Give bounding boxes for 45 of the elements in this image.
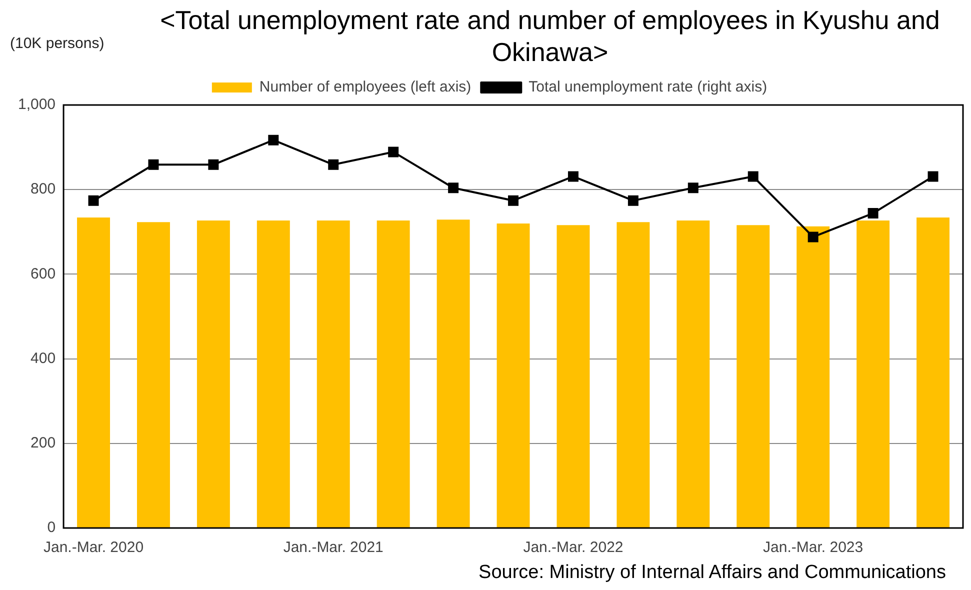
bar	[436, 220, 470, 528]
point	[508, 195, 519, 206]
bar	[77, 218, 110, 528]
y-tick-label: 0	[47, 519, 56, 536]
source-note: Source: Ministry of Internal Affairs and Communications	[478, 562, 946, 584]
point	[268, 134, 279, 146]
y-tick-label: 400	[30, 350, 56, 367]
bar	[856, 220, 890, 528]
point	[928, 171, 938, 182]
chart-title: <Total unemployment rate and number of employees in Kyushu and Okinawa>	[159, 4, 941, 68]
bar	[196, 220, 230, 528]
point	[568, 171, 578, 182]
bar	[316, 220, 350, 528]
bar	[136, 222, 170, 528]
point	[148, 159, 159, 170]
point	[88, 195, 99, 206]
bar	[916, 218, 950, 528]
y-tick-label: 600	[30, 265, 56, 282]
legend-label: Number of employees (left axis)	[259, 78, 472, 96]
legend-label: Total unemployment rate (right axis)	[528, 78, 768, 96]
y-tick-label: 800	[30, 180, 56, 198]
point	[328, 159, 339, 170]
y-tick-label: 1,000	[18, 96, 56, 114]
y-axis-title: (10K persons)	[10, 35, 104, 52]
bar	[616, 222, 650, 528]
bar	[376, 220, 410, 528]
point	[448, 182, 459, 194]
bar	[256, 220, 290, 528]
bar	[736, 225, 770, 528]
bar	[496, 223, 530, 528]
bar	[676, 220, 710, 528]
point	[208, 159, 219, 170]
point	[868, 208, 878, 219]
y-tick-label: 200	[30, 434, 56, 452]
point	[688, 182, 698, 194]
point	[628, 195, 638, 206]
point	[388, 146, 399, 158]
x-tick-label: Jan.-Mar. 2022	[523, 539, 624, 556]
point	[748, 171, 758, 182]
x-tick-label: Jan.-Mar. 2020	[43, 539, 144, 556]
point	[808, 232, 818, 242]
x-tick-label: Jan.-Mar. 2023	[763, 539, 864, 556]
bar	[556, 225, 590, 528]
x-tick-label: Jan.-Mar. 2021	[283, 539, 384, 556]
bar	[796, 226, 830, 528]
